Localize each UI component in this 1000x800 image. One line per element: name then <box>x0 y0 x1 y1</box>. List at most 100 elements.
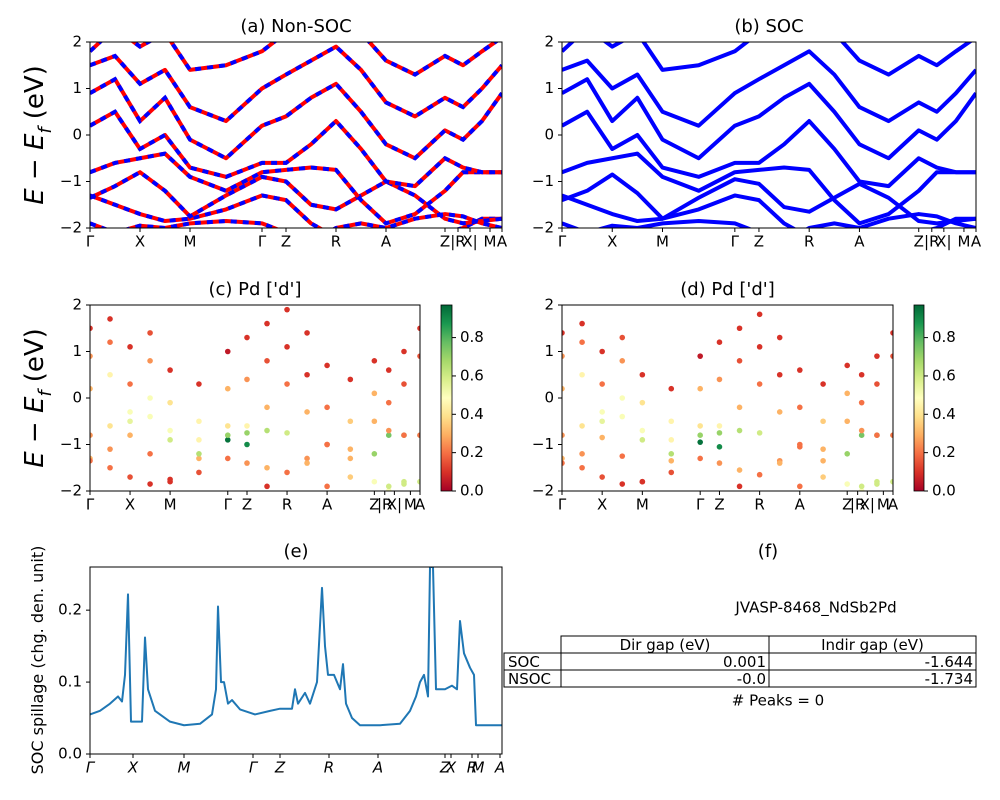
band-line <box>562 151 976 226</box>
projection-point <box>579 371 585 378</box>
x-tick-label: M <box>472 759 485 777</box>
y-tick-label: 2 <box>544 296 554 314</box>
projection-point <box>371 418 378 425</box>
projection-point <box>668 437 675 443</box>
y-axis-label-part: SOC spillage (chg. den. unit) <box>28 546 47 775</box>
colorbar-tick-label: 0.6 <box>932 366 956 384</box>
y-tick-label: 0 <box>544 389 554 407</box>
projection-point <box>716 376 723 383</box>
projection-point <box>599 418 605 425</box>
projection-point <box>697 385 703 392</box>
y-tick-label: 1 <box>544 79 554 97</box>
table-cell: -1.644 <box>925 653 973 671</box>
y-tick-label: 2 <box>544 33 554 51</box>
projection-point <box>224 348 231 355</box>
projection-point <box>107 423 113 429</box>
x-tick-label: A <box>381 233 392 251</box>
projection-point <box>844 390 851 397</box>
x-tick-label: M <box>636 496 649 514</box>
projection-point <box>147 481 153 487</box>
x-tick-label: Z <box>440 233 450 251</box>
projection-point <box>304 371 310 378</box>
projection-point <box>147 451 153 457</box>
panel-title: (e) <box>283 541 308 562</box>
x-tick-label: Γ <box>224 496 233 514</box>
projection-point <box>716 444 723 450</box>
projection-point <box>890 353 893 359</box>
band-line <box>90 567 502 727</box>
projection-point <box>639 399 646 406</box>
projection-point <box>244 376 250 383</box>
projection-point <box>371 451 378 457</box>
projection-point <box>401 348 407 355</box>
table-header: Indir gap (eV) <box>821 636 924 654</box>
x-tick-label: Γ <box>558 496 567 514</box>
y-tick-label: 1 <box>544 342 554 360</box>
projection-point <box>820 446 826 452</box>
panel-title: (a) Non-SOC <box>240 16 351 37</box>
colorbar-tick-label: 0.4 <box>460 405 484 423</box>
x-tick-label: M <box>184 233 197 251</box>
y-axis-label-part: f <box>35 125 56 134</box>
projection-point <box>417 432 420 438</box>
projection-point <box>756 471 763 478</box>
projection-point <box>858 399 865 406</box>
plot-area <box>90 306 420 491</box>
projection-point <box>716 423 723 429</box>
projection-point <box>619 453 626 459</box>
x-tick-label: R <box>754 496 764 514</box>
projection-point <box>599 434 605 441</box>
projection-point <box>167 437 173 443</box>
projection-point <box>385 483 392 490</box>
projection-point <box>167 399 173 406</box>
projection-point <box>264 464 270 471</box>
projection-point <box>697 353 703 359</box>
x-tick-label: X <box>135 233 145 251</box>
projection-point <box>668 451 675 457</box>
x-tick-label: X| <box>462 233 477 251</box>
x-tick-label: Γ <box>86 759 96 777</box>
plot-area <box>562 42 976 228</box>
projection-point <box>264 427 270 434</box>
x-tick-label: R <box>324 759 334 777</box>
projection-point <box>324 441 330 448</box>
projection-point <box>668 385 675 392</box>
projection-point <box>562 455 565 462</box>
colorbar-tick-label: 0.2 <box>460 443 484 461</box>
projection-point <box>668 418 675 425</box>
projection-point <box>890 432 893 438</box>
x-tick-label: Γ <box>696 496 705 514</box>
x-tick-label: X| <box>936 233 951 251</box>
projection-point <box>147 358 153 364</box>
projection-point <box>244 430 250 436</box>
projection-point <box>90 432 93 438</box>
projection-point <box>736 427 743 434</box>
band-line-dash <box>90 44 502 124</box>
projection-point <box>736 404 743 411</box>
x-tick-label: Z <box>914 233 924 251</box>
projection-point <box>697 423 703 429</box>
projection-point <box>385 367 392 373</box>
x-tick-label: R <box>804 233 814 251</box>
projection-point <box>668 469 675 476</box>
projection-point <box>347 455 354 462</box>
y-tick-label: −1 <box>60 172 82 190</box>
band-line-dash <box>90 151 502 226</box>
x-tick-label: M <box>656 233 669 251</box>
projection-point <box>90 457 93 464</box>
projection-point <box>196 437 202 443</box>
projection-point <box>797 483 803 490</box>
y-tick-label: 2 <box>72 33 82 51</box>
axes-frame <box>89 566 503 755</box>
projection-point <box>107 446 113 452</box>
projection-point <box>147 413 153 420</box>
band-line <box>562 42 973 77</box>
projection-point <box>820 381 826 387</box>
projection-point <box>639 371 646 378</box>
projection-point <box>619 358 626 364</box>
x-tick-label: A <box>497 233 508 251</box>
projection-point <box>844 451 851 457</box>
projection-point <box>599 409 605 415</box>
projection-point <box>107 371 113 378</box>
